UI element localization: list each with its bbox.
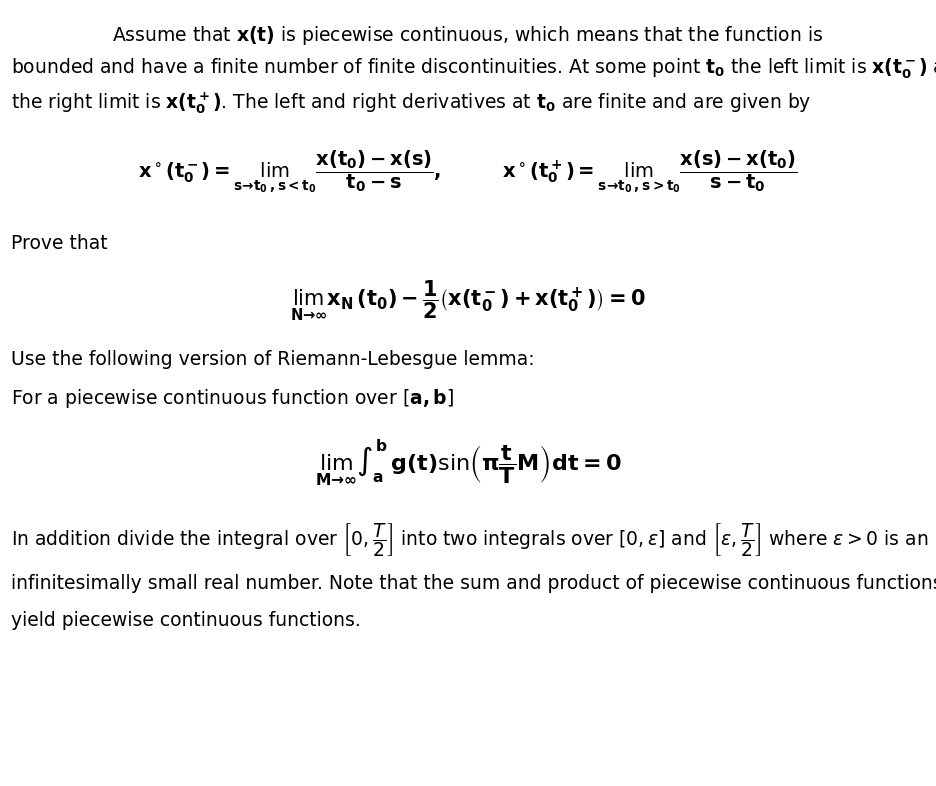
Text: bounded and have a finite number of finite discontinuities. At some point $\math: bounded and have a finite number of fini… bbox=[11, 57, 936, 82]
Text: the right limit is $\mathbf{x(t_0^+)}$. The left and right derivatives at $\math: the right limit is $\mathbf{x(t_0^+)}$. … bbox=[11, 90, 812, 116]
Text: Assume that $\mathbf{x(t)}$ is piecewise continuous, which means that the functi: Assume that $\mathbf{x(t)}$ is piecewise… bbox=[112, 24, 824, 47]
Text: Prove that: Prove that bbox=[11, 234, 108, 253]
Text: infinitesimally small real number. Note that the sum and product of piecewise co: infinitesimally small real number. Note … bbox=[11, 574, 936, 593]
Text: Use the following version of Riemann-Lebesgue lemma:: Use the following version of Riemann-Leb… bbox=[11, 350, 534, 369]
Text: $\mathbf{\lim_{N \to \infty} x_N(t_0) - \dfrac{1}{2}\left(x(t_0^-) + x(t_0^+)\ri: $\mathbf{\lim_{N \to \infty} x_N(t_0) - … bbox=[290, 278, 646, 322]
Text: For a piecewise continuous function over $[\mathbf{a, b}]$: For a piecewise continuous function over… bbox=[11, 387, 454, 410]
Text: $\mathbf{x^\circ(t_0^-) = \lim_{s \to t_0, s < t_0} \dfrac{x(t_0) - x(s)}{t_0 - : $\mathbf{x^\circ(t_0^-) = \lim_{s \to t_… bbox=[139, 148, 797, 195]
Text: yield piecewise continuous functions.: yield piecewise continuous functions. bbox=[11, 612, 361, 630]
Text: $\mathbf{\lim_{M \to \infty} \int_a^b g(t)\sin\!\left(\pi\dfrac{t}{T}M\right)dt : $\mathbf{\lim_{M \to \infty} \int_a^b g(… bbox=[314, 438, 622, 490]
Text: In addition divide the integral over $\left[0, \dfrac{T}{2}\right]$ into two int: In addition divide the integral over $\l… bbox=[11, 521, 929, 559]
